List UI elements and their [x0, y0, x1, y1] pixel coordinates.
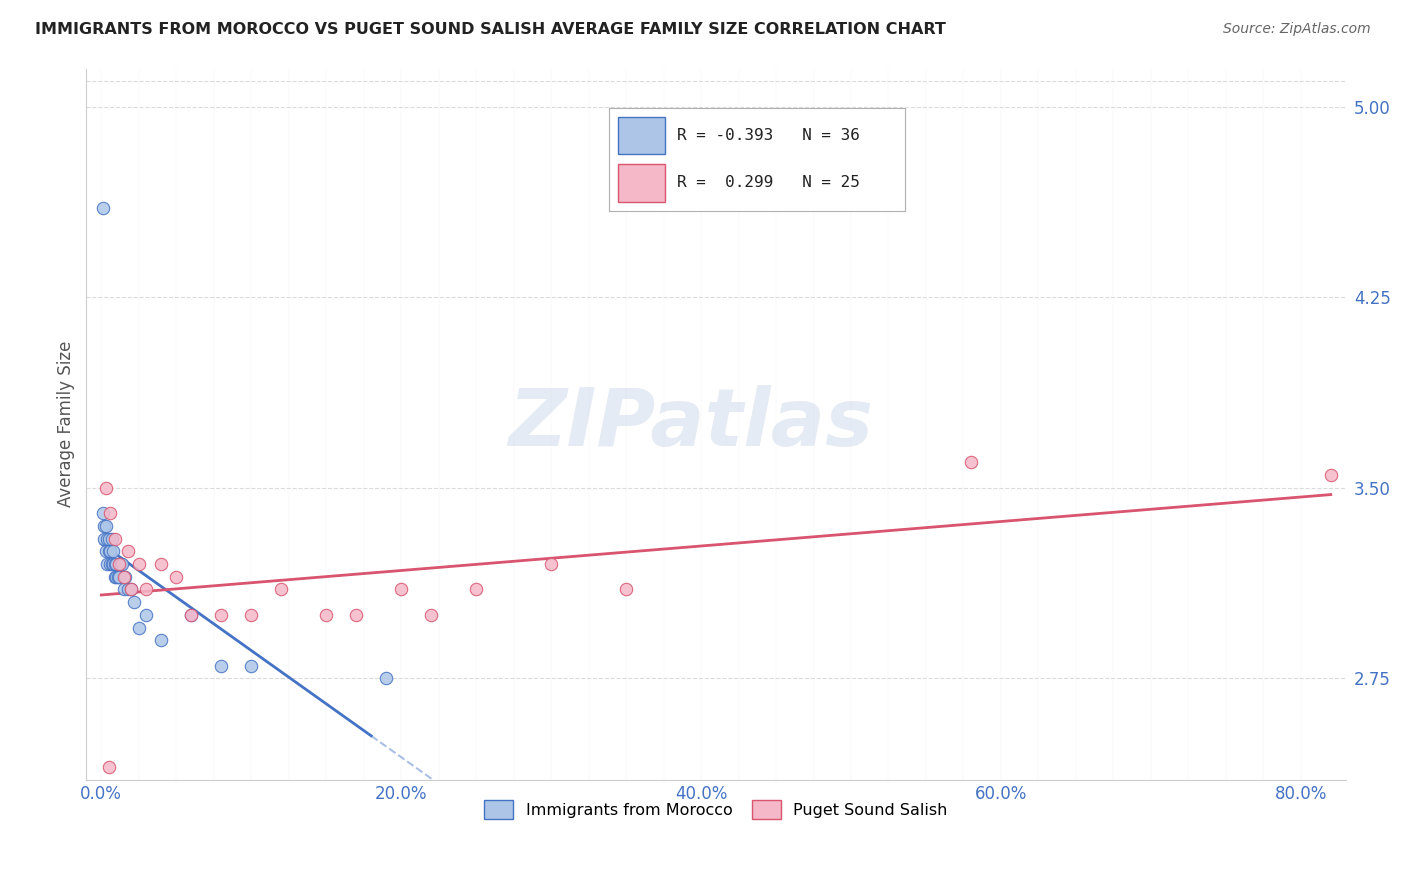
Point — [97, 544, 120, 558]
Point — [94, 544, 117, 558]
Point — [104, 570, 127, 584]
Point — [150, 557, 173, 571]
Point — [104, 532, 127, 546]
Point — [270, 582, 292, 597]
Point — [96, 557, 118, 571]
Point — [108, 570, 131, 584]
Point — [112, 570, 135, 584]
Point — [240, 607, 263, 622]
Y-axis label: Average Family Size: Average Family Size — [58, 341, 75, 508]
Point — [375, 671, 398, 685]
Point — [94, 481, 117, 495]
Point — [93, 532, 115, 546]
Point — [180, 607, 202, 622]
Point — [111, 557, 134, 571]
Point — [420, 607, 443, 622]
Point — [96, 532, 118, 546]
Point — [128, 557, 150, 571]
Point — [98, 506, 121, 520]
Point — [209, 607, 232, 622]
Point — [122, 595, 145, 609]
Point — [105, 570, 128, 584]
Point — [344, 607, 367, 622]
Point — [120, 582, 142, 597]
Point — [105, 557, 128, 571]
Point — [108, 557, 131, 571]
Point — [91, 201, 114, 215]
Point — [101, 557, 124, 571]
Point — [104, 557, 127, 571]
Point — [117, 582, 139, 597]
Point — [112, 582, 135, 597]
Point — [1320, 468, 1343, 483]
Point — [93, 519, 115, 533]
Point — [540, 557, 562, 571]
Point — [165, 570, 187, 584]
Point — [117, 544, 139, 558]
Point — [103, 544, 125, 558]
Point — [101, 532, 124, 546]
Point — [107, 570, 129, 584]
Point — [94, 519, 117, 533]
Point — [180, 607, 202, 622]
Point — [114, 570, 136, 584]
Point — [128, 620, 150, 634]
Point — [110, 557, 132, 571]
Point — [97, 532, 120, 546]
Point — [315, 607, 337, 622]
Point — [120, 582, 142, 597]
Point — [465, 582, 488, 597]
Point — [103, 557, 125, 571]
Point — [389, 582, 412, 597]
Point — [135, 607, 157, 622]
Legend: Immigrants from Morocco, Puget Sound Salish: Immigrants from Morocco, Puget Sound Sal… — [478, 794, 955, 825]
Point — [91, 506, 114, 520]
Point — [135, 582, 157, 597]
Point — [240, 658, 263, 673]
Point — [98, 557, 121, 571]
Point — [97, 760, 120, 774]
Point — [614, 582, 637, 597]
Text: IMMIGRANTS FROM MOROCCO VS PUGET SOUND SALISH AVERAGE FAMILY SIZE CORRELATION CH: IMMIGRANTS FROM MOROCCO VS PUGET SOUND S… — [35, 22, 946, 37]
Point — [960, 455, 983, 469]
Point — [209, 658, 232, 673]
Text: ZIPatlas: ZIPatlas — [509, 385, 873, 463]
Point — [98, 544, 121, 558]
Point — [150, 633, 173, 648]
Text: Source: ZipAtlas.com: Source: ZipAtlas.com — [1223, 22, 1371, 37]
